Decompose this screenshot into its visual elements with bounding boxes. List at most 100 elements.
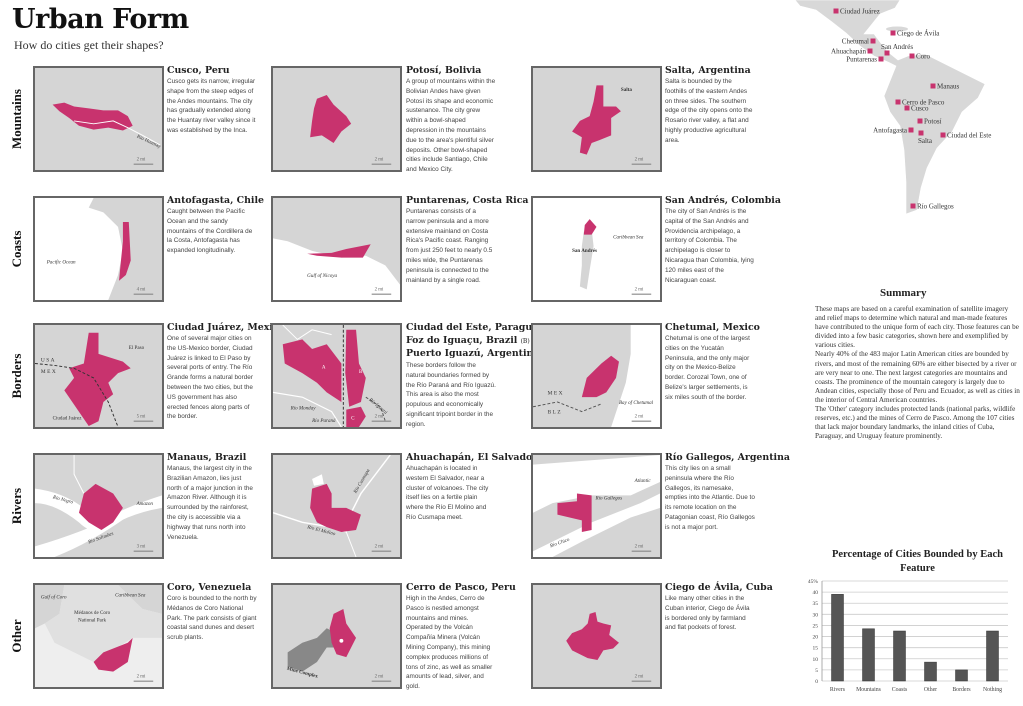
x-tick-label: Nothing: [983, 687, 1002, 693]
city-title: Manaus, Brazil: [167, 452, 257, 464]
city-title: Chetumal, Mexico: [665, 322, 760, 334]
map-feature: [365, 396, 386, 422]
city-footprint: [572, 85, 621, 155]
city-text: A group of mountains within the Bolivian…: [406, 78, 496, 174]
x-tick-label: Mountains: [856, 687, 882, 693]
scale-label: 2 mi: [375, 414, 384, 419]
city-name: Manaus, Brazil: [167, 452, 247, 463]
city-map: 2 mi: [271, 66, 402, 172]
marker-label: Cusco: [911, 105, 929, 113]
city-name: Potosí, Bolivia: [406, 65, 482, 76]
marker-label: Cerro de Pasco: [902, 99, 945, 107]
map-label: Río Monday: [290, 406, 317, 412]
city-description: Salta, Argentina Salta is bounded by the …: [665, 65, 755, 146]
city-name: Río Gallegos, Argentina: [665, 452, 790, 463]
map-label: A: [322, 364, 326, 370]
city-text: Like many other cities in the Cuban inte…: [665, 595, 750, 632]
city-text: Manaus, the largest city in the Brazilia…: [167, 465, 253, 541]
chart-title: Percentage of Cities Bounded by Each Fea…: [831, 549, 1003, 574]
marker-label: Ahuachapán: [831, 48, 866, 56]
city-title: Antofagasta, Chile: [167, 195, 264, 207]
city-title: Cusco, Peru: [167, 65, 257, 77]
y-tick-label: 10: [813, 657, 819, 663]
city-marker: [884, 50, 890, 56]
map-feature: [74, 120, 161, 146]
y-tick-label: 5: [815, 668, 818, 674]
map-feature: [533, 455, 660, 513]
city-footprint: [64, 332, 131, 427]
city-description: Cerro de Pasco, Peru High in the Andes, C…: [406, 582, 516, 692]
bar-other: [924, 661, 937, 682]
x-tick-label: Coasts: [892, 687, 908, 693]
city-text: Ahuachapán is located in western El Salv…: [406, 465, 489, 521]
map-label: C: [351, 415, 355, 421]
map-feature: [118, 585, 162, 614]
city-name: Ahuachapán, El Salvador: [406, 452, 538, 463]
bar-rivers: [831, 594, 844, 682]
city-title: Cerro de Pasco, Peru: [406, 582, 516, 594]
map-label: Río Negro: [51, 494, 74, 505]
city-description: Ciego de Ávila, Cuba Like many other citi…: [665, 582, 773, 633]
city-title: Puntarenas, Costa Rica: [406, 195, 528, 207]
map-label: B: [359, 369, 363, 375]
marker-label: Antofagasta: [873, 127, 908, 135]
scale-label: 4 mi: [137, 287, 146, 292]
map-feature: [287, 628, 342, 672]
page-subtitle: How do cities get their shapes?: [14, 38, 164, 52]
city-title: Coro, Venezuela: [167, 582, 257, 594]
city-name: Antofagasta, Chile: [167, 195, 264, 206]
city-name: Cusco, Peru: [167, 65, 230, 76]
city-marker: [918, 130, 924, 136]
city-map: A B C Río Monday Río Paraná Río Iguazú 2 mi: [271, 323, 402, 429]
marker-label: Ciego de Ávila: [897, 30, 940, 38]
city-description: Río Gallegos, Argentina This city lies on…: [665, 452, 790, 533]
city-name: Foz do Iguaçu, Brazil: [406, 335, 518, 346]
city-marker: [908, 127, 914, 133]
map-feature: [345, 531, 357, 557]
y-tick-label: 15: [813, 646, 819, 652]
city-map: Gulf of Coro Caribbean Sea Médanos de Coro…: [33, 583, 164, 689]
scale-label: 2 mi: [635, 544, 644, 549]
x-tick-label: Other: [924, 687, 937, 693]
map-feature: [273, 198, 400, 285]
city-description: Cusco, Peru Cusco gets its narrow, irregu…: [167, 65, 257, 136]
city-map: Salta 2 mi: [531, 66, 662, 172]
scale-label: 2 mi: [635, 287, 644, 292]
bar-mountains: [862, 628, 875, 682]
map-label: Bay of Chetumal: [619, 399, 654, 406]
map-label: MEX: [41, 369, 57, 375]
city-marker: [930, 83, 936, 89]
map-label: Río Paraná: [311, 418, 336, 424]
city-marker: [917, 118, 923, 124]
city-map: Río Huantay 2 mi: [33, 66, 164, 172]
city-description: Antofagasta, Chile Caught between the Pac…: [167, 195, 264, 256]
map-feature: [35, 363, 119, 427]
y-tick-label: 30: [813, 612, 819, 618]
summary-paragraph: Nearly 40% of the 483 major Latin Americ…: [815, 350, 1020, 404]
city-text: High in the Andes, Cerro de Pasco is nes…: [406, 595, 493, 691]
city-text: These borders follow the natural boundar…: [406, 362, 496, 428]
map-feature: [611, 325, 660, 427]
x-tick-label: Borders: [952, 687, 971, 693]
map-label: MEX: [548, 390, 564, 396]
city-tag: (B): [520, 338, 530, 345]
city-name: Puerto Iguazú, Argentina: [406, 348, 540, 359]
city-title: Salta, Argentina: [665, 65, 755, 77]
city-title: Río Gallegos, Argentina: [665, 452, 790, 464]
city-name: Ciudad Juárez, Mexico: [167, 322, 285, 333]
scale-label: 2 mi: [375, 157, 384, 162]
summary-title: Summary: [880, 287, 927, 299]
marker-label: Río Gallegos: [917, 203, 954, 211]
city-text: One of several major cities on the US-Me…: [167, 335, 253, 421]
map-label: Salta: [621, 87, 632, 93]
marker-label: San Andrés: [881, 43, 913, 51]
city-marker: [895, 99, 901, 105]
scale-label: 3 mi: [137, 544, 146, 549]
city-text: Salta is bounded by the foothills of the…: [665, 78, 753, 144]
map-label: El Paso: [129, 345, 145, 351]
map-feature: [579, 228, 594, 290]
city-marker: [904, 105, 910, 111]
category-label-mountains: Mountains: [9, 89, 24, 149]
scale-label: 2 mi: [375, 674, 384, 679]
city-text: Chetumal is one of the largest cities on…: [665, 335, 750, 401]
